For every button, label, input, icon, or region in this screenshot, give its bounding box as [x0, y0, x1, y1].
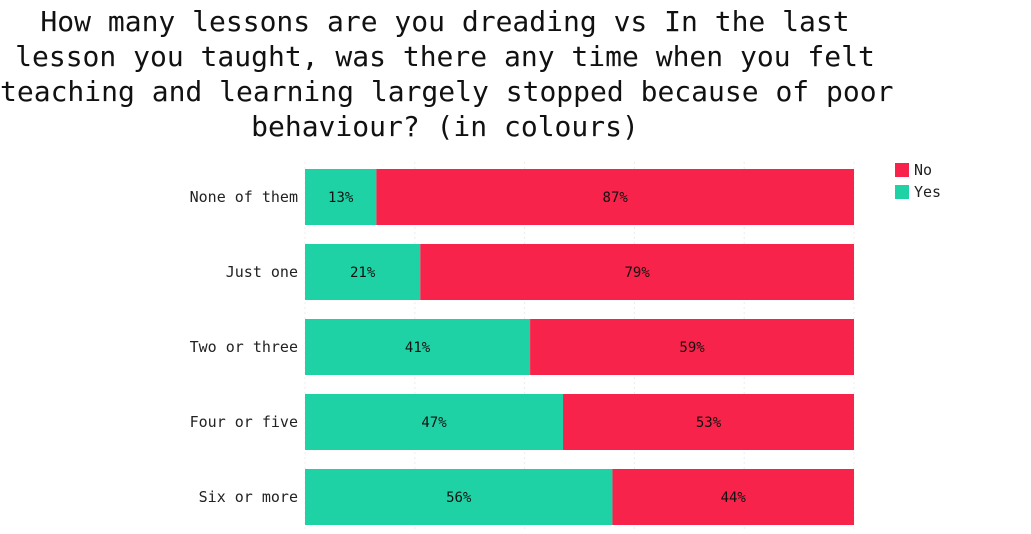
bar-no	[530, 319, 854, 375]
bar-value-label: 41%	[405, 340, 431, 356]
bar-value-label: 53%	[696, 415, 722, 431]
bar-value-label: 56%	[446, 490, 472, 506]
bar-value-label: 44%	[721, 490, 747, 506]
bar-value-label: 59%	[679, 340, 705, 356]
category-label: Four or five	[190, 413, 298, 431]
legend-swatch	[895, 185, 909, 199]
legend-label: No	[914, 161, 932, 179]
bar-yes	[305, 244, 421, 300]
chart-title-line: teaching and learning largely stopped be…	[0, 75, 894, 108]
bar-value-label: 79%	[624, 265, 650, 281]
bar-yes	[305, 469, 613, 525]
category-label: Just one	[226, 263, 298, 281]
bar-value-label: 47%	[421, 415, 447, 431]
legend-label: Yes	[914, 183, 941, 201]
chart-title-line: lesson you taught, was there any time wh…	[15, 40, 875, 73]
bar-no	[563, 394, 854, 450]
category-label: None of them	[190, 188, 298, 206]
bar-yes	[305, 169, 377, 225]
bar-value-label: 21%	[350, 265, 376, 281]
chart-title-line: How many lessons are you dreading vs In …	[40, 5, 850, 38]
chart-title-line: behaviour? (in colours)	[251, 110, 639, 143]
bar-yes	[305, 394, 564, 450]
bar-value-label: 13%	[328, 190, 354, 206]
bar-value-label: 87%	[603, 190, 629, 206]
bar-no	[612, 469, 854, 525]
legend-swatch	[895, 163, 909, 177]
bar-no	[420, 244, 854, 300]
category-label: Six or more	[199, 488, 298, 506]
bar-no	[376, 169, 854, 225]
chart-title: How many lessons are you dreading vs In …	[0, 4, 894, 144]
bar-yes	[305, 319, 531, 375]
category-label: Two or three	[190, 338, 298, 356]
